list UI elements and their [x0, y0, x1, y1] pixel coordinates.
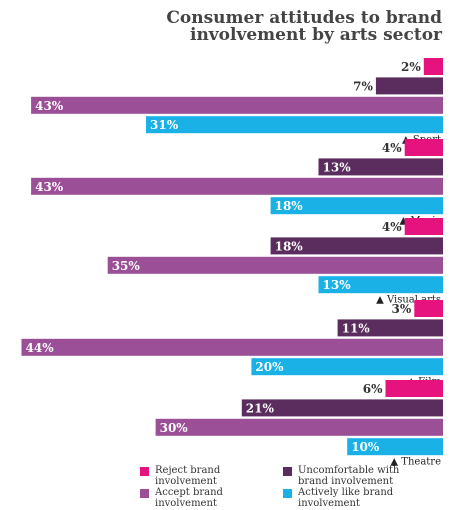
bar-label-theatre-uncomfortable: 21%	[246, 401, 275, 415]
bar-film-reject	[414, 300, 443, 317]
bar-label-music-reject: 4%	[382, 141, 402, 155]
bar-music-reject	[404, 139, 443, 156]
bar-label-theatre-actively_like: 10%	[351, 440, 380, 454]
bar-film-accept	[21, 338, 443, 356]
bar-label-visual-arts-actively_like: 13%	[323, 278, 352, 292]
bar-label-music-uncomfortable: 13%	[323, 160, 352, 174]
bar-label-visual-arts-reject: 4%	[382, 220, 402, 234]
bar-sport-actively_like	[146, 116, 443, 134]
bar-label-music-actively_like: 18%	[275, 199, 304, 213]
bar-label-sport-uncomfortable: 7%	[353, 79, 373, 93]
bar-theatre-accept	[155, 418, 443, 436]
chart-title-line-1: Consumer attitudes to brand	[166, 8, 442, 28]
bar-sport-uncomfortable	[375, 77, 443, 95]
bar-sport-reject	[423, 58, 443, 75]
bar-label-sport-actively_like: 31%	[150, 118, 179, 132]
bar-label-sport-accept: 43%	[35, 99, 64, 113]
bar-visual-arts-uncomfortable	[270, 237, 443, 255]
bar-sport-accept	[31, 96, 443, 114]
bar-theatre-actively_like	[347, 438, 443, 456]
bar-label-music-accept: 43%	[35, 180, 64, 194]
bar-visual-arts-reject	[404, 218, 443, 235]
bar-label-theatre-reject: 6%	[363, 382, 383, 396]
category-label-visual-arts: ▲ Visual arts	[376, 295, 441, 306]
bar-film-uncomfortable	[337, 319, 443, 337]
bar-label-visual-arts-accept: 35%	[112, 259, 141, 273]
bar-theatre-uncomfortable	[241, 399, 443, 417]
bar-theatre-reject	[385, 380, 443, 397]
bar-label-sport-reject: 2%	[401, 60, 421, 74]
chart-title-line-2: involvement by arts sector	[189, 25, 442, 45]
bar-label-theatre-accept: 30%	[160, 421, 189, 435]
bar-visual-arts-actively_like	[318, 276, 443, 294]
bar-film-actively_like	[251, 358, 443, 376]
bar-label-film-reject: 3%	[392, 302, 412, 316]
bar-music-uncomfortable	[318, 158, 443, 176]
bar-label-film-actively_like: 20%	[255, 360, 284, 374]
chart-title: Consumer attitudes to brand involvement …	[142, 10, 442, 44]
bar-label-film-uncomfortable: 11%	[342, 321, 371, 335]
bar-label-visual-arts-uncomfortable: 18%	[275, 239, 304, 253]
category-label-theatre: ▲ Theatre	[390, 457, 441, 468]
bar-music-actively_like	[270, 197, 443, 215]
bar-music-accept	[31, 177, 443, 195]
bar-label-film-accept: 44%	[26, 341, 55, 355]
bar-visual-arts-accept	[107, 256, 443, 274]
